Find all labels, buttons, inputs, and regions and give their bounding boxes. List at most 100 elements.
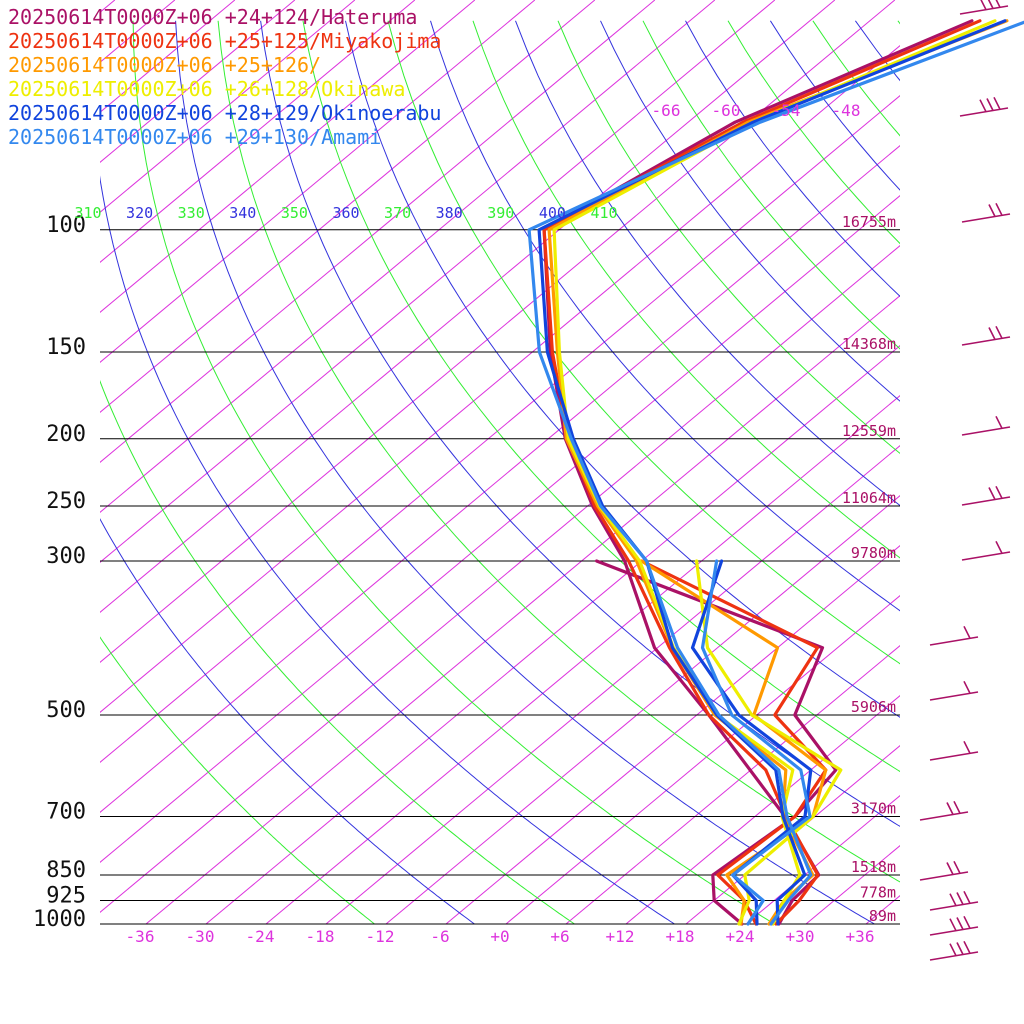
theta-label: 310 (74, 204, 101, 222)
isotherm-line (385, 495, 900, 924)
theta-label: 380 (436, 204, 463, 222)
temperature-profile (537, 19, 1007, 926)
theta-label: 350 (281, 204, 308, 222)
dry-adiabat-line (387, 20, 900, 665)
x-tick-label: -12 (366, 927, 395, 946)
wind-barb-icon (959, 96, 1009, 117)
dry-adiabat-line (515, 20, 900, 507)
dry-adiabat-line (132, 20, 775, 924)
wind-barb-icon (961, 415, 1011, 436)
wind-barb-icon (929, 890, 979, 911)
wind-barb-icon (929, 915, 979, 936)
pressure-label: 925 (46, 883, 86, 908)
dry-adiabat-lines (100, 20, 1024, 924)
x-tick-label: +18 (666, 927, 695, 946)
height-label: 11064m (842, 489, 896, 507)
pressure-label: 500 (46, 698, 86, 723)
sounding-series (537, 19, 1007, 926)
pressure-label: 850 (46, 858, 86, 883)
legend-entry: 20250614T0000Z+06 +25+125/Miyakojima (8, 29, 441, 53)
x-tick-label: +24 (726, 927, 755, 946)
wind-barb-icon (961, 202, 1011, 223)
dry-adiabat-line (217, 20, 900, 883)
theta-label: 410 (590, 204, 617, 222)
dry-adiabat-line (940, 21, 1024, 924)
axis-labels: 100 16755m 150 14368m 200 12559m 250 11064m 300 9… (33, 101, 896, 946)
dry-adiabat-line (472, 20, 900, 559)
dry-adiabat-line (100, 518, 475, 924)
wind-barb-icon (959, 0, 1009, 15)
dewpoint-profile (640, 559, 828, 926)
dry-adiabat-line (260, 20, 900, 827)
pressure-label: 1000 (33, 907, 86, 932)
theta-label: 370 (384, 204, 411, 222)
isotherm-line (325, 445, 900, 924)
dry-adiabat-line (430, 20, 900, 612)
isotherm-line (265, 395, 900, 924)
dry-adiabat-line (897, 20, 900, 25)
wind-barb-icon (961, 540, 1011, 561)
isotherm-line (205, 345, 900, 924)
temperature-profile (552, 19, 997, 926)
wind-barb-icon (919, 800, 969, 821)
x-tick-label: -24 (246, 927, 275, 946)
isotherm-line (100, 45, 900, 713)
pressure-label: 250 (46, 489, 86, 514)
isotherm-line (505, 595, 900, 924)
wind-barb-icon (929, 680, 979, 701)
dry-adiabat-line (100, 175, 675, 924)
isobar-lines (100, 229, 900, 925)
x-tick-label: +12 (606, 927, 635, 946)
legend-entry: 20250614T0000Z+06 +29+130/Amami (8, 125, 381, 149)
temperature-profile (542, 19, 982, 926)
dewpoint-profile (690, 559, 813, 926)
height-label: 778m (860, 883, 896, 901)
isotherm-line (145, 295, 900, 924)
pressure-label: 300 (46, 544, 86, 569)
theta-label: 330 (178, 204, 205, 222)
dry-adiabat-line (812, 20, 900, 137)
height-label: 3170m (851, 799, 896, 817)
dewpoint-profile (700, 559, 812, 926)
dry-adiabat-line (642, 20, 900, 350)
isotherm-label: -54 (772, 101, 801, 120)
isotherm-line (685, 745, 900, 924)
theta-label: 400 (539, 204, 566, 222)
isotherm-line (445, 545, 900, 924)
height-label: 1518m (851, 858, 896, 876)
theta-label: 360 (332, 204, 359, 222)
dry-adiabat-line (175, 20, 875, 924)
dry-adiabat-line (100, 379, 575, 924)
sounding-profiles (527, 19, 1024, 926)
height-label: 9780m (851, 544, 896, 562)
dewpoint-profile (595, 559, 838, 926)
pressure-label: 200 (46, 422, 86, 447)
dry-adiabat-line (100, 636, 375, 924)
height-label: 5906m (851, 698, 896, 716)
isotherm-line (865, 895, 900, 924)
dry-adiabat-line (302, 20, 900, 773)
isotherm-line (100, 145, 900, 813)
isotherm-label: -66 (652, 101, 681, 120)
isotherm-line (926, 0, 1024, 924)
theta-label: 340 (229, 204, 256, 222)
isotherm-line (100, 0, 476, 313)
isotherm-line (100, 95, 900, 763)
x-tick-label: -30 (186, 927, 215, 946)
legend-entry: 20250614T0000Z+06 +28+129/Okinoerabu (8, 101, 441, 125)
dry-adiabat-line (685, 20, 900, 298)
x-tick-label: -18 (306, 927, 335, 946)
isotherm-line (805, 845, 900, 924)
wind-barb-icon (929, 625, 979, 646)
pressure-label: 100 (46, 213, 86, 238)
dry-adiabat-line (854, 20, 900, 82)
x-tick-label: +6 (550, 927, 569, 946)
theta-label: 390 (487, 204, 514, 222)
sounding-series (527, 20, 1024, 926)
x-tick-label: -6 (430, 927, 449, 946)
height-label: 12559m (842, 422, 896, 440)
dry-adiabat-line (983, 21, 1024, 924)
dry-adiabat-line (557, 20, 900, 454)
legend-entry: 20250614T0000Z+06 +26+128/Okinawa (8, 77, 405, 101)
